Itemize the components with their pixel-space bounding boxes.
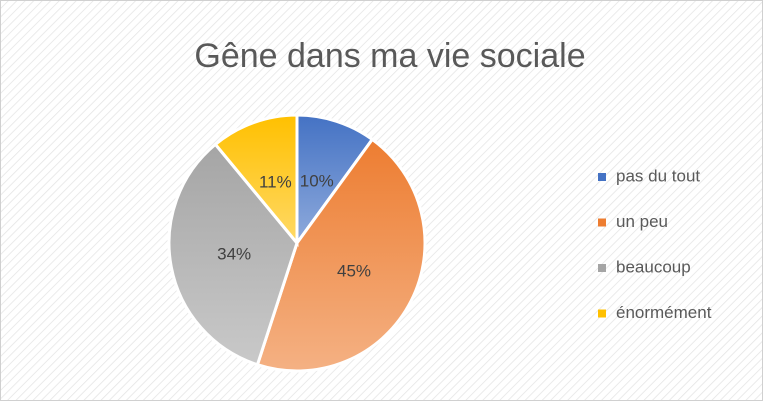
legend-swatch	[598, 173, 606, 181]
pie-slice	[167, 142, 299, 367]
legend-swatch	[598, 264, 606, 272]
legend-label: pas du tout	[616, 166, 700, 185]
pie-slice	[255, 137, 427, 373]
legend-label: un peu	[616, 212, 668, 231]
data-label: 45%	[337, 262, 371, 281]
data-label: 10%	[300, 172, 334, 191]
legend-label: beaucoup	[616, 257, 691, 276]
chart-title: Gêne dans ma vie sociale	[194, 37, 585, 75]
data-label: 11%	[259, 172, 292, 191]
pie-slice	[295, 113, 375, 248]
data-label: 34%	[217, 244, 251, 263]
legend-label: énormément	[616, 303, 712, 322]
pie-slice	[213, 113, 299, 248]
legend-swatch	[598, 218, 606, 227]
legend-swatch	[598, 309, 606, 318]
